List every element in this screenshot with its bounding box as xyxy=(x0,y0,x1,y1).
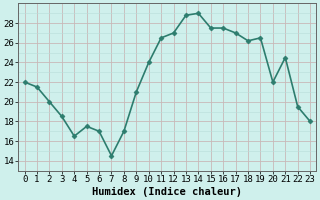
X-axis label: Humidex (Indice chaleur): Humidex (Indice chaleur) xyxy=(92,186,242,197)
